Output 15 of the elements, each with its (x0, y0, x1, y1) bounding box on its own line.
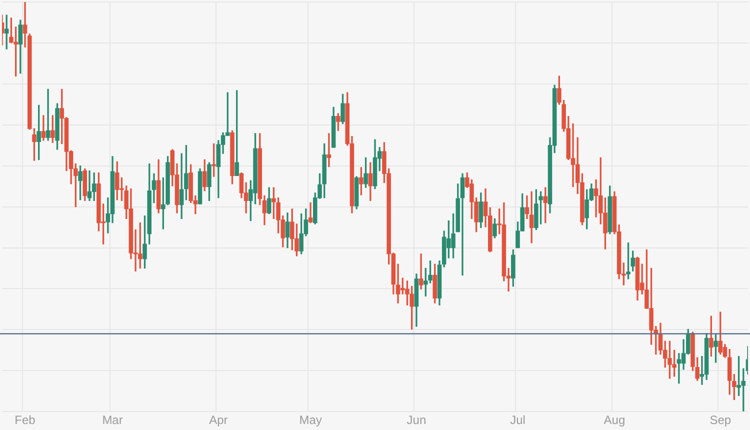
x-tick-label: Sep (710, 413, 732, 428)
x-tick-label: Feb (14, 413, 36, 428)
x-tick-label: Mar (102, 413, 123, 428)
candlestick (418, 254, 424, 290)
candlestick (46, 88, 50, 141)
x-tick-label: May (299, 413, 322, 428)
candlestick (326, 133, 332, 167)
x-tick-label: Aug (604, 413, 626, 428)
x-tick-label: Jul (510, 413, 526, 428)
candlestick (308, 202, 313, 224)
candlestick (570, 123, 576, 188)
x-tick-label: Jun (406, 413, 426, 428)
candlestick (460, 173, 465, 276)
x-tick-label: Apr (209, 413, 228, 428)
candlestick (87, 170, 92, 201)
